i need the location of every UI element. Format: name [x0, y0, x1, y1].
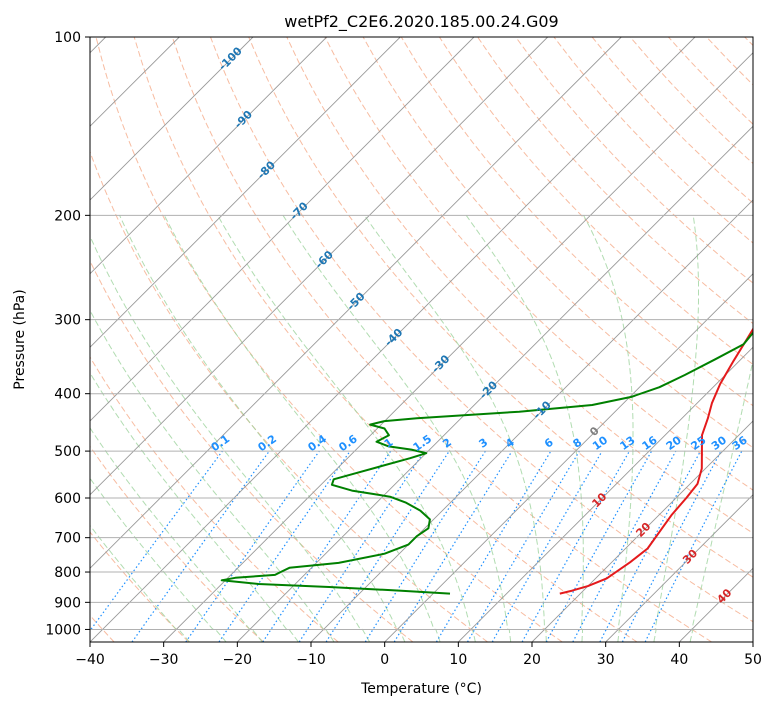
isotherm-line — [90, 37, 622, 569]
dry-adiabat-line — [90, 531, 190, 642]
dry-adiabat-line — [90, 356, 339, 642]
moist-adiabat-line — [364, 215, 547, 642]
isotherm-line — [90, 37, 475, 422]
moist-adiabat-line — [282, 215, 512, 642]
y-tick-label: 600 — [54, 491, 81, 507]
dry-adiabat-line — [248, 37, 753, 578]
isotherm-line — [90, 37, 328, 275]
moist-adiabat-line — [583, 215, 634, 642]
mixing-ratio-line — [90, 450, 223, 632]
mixing-ratio-line — [325, 450, 450, 642]
mixing-ratio-line — [298, 450, 425, 642]
x-axis-label: Temperature (°C) — [360, 681, 482, 697]
mixing-ratio-line — [393, 450, 513, 642]
x-tick-label: −10 — [296, 652, 326, 668]
y-axis-label: Pressure (hPa) — [12, 289, 28, 389]
x-tick-label: −40 — [75, 652, 105, 668]
mixing-ratio-line — [545, 450, 653, 642]
moist-adiabat-line — [163, 215, 441, 642]
x-tick-label: −30 — [149, 652, 179, 668]
isotherm-line — [90, 37, 254, 201]
dry-adiabat-line — [515, 37, 753, 284]
dry-adiabat-line — [90, 150, 488, 642]
mixing-ratio-line — [521, 450, 631, 642]
x-tick-label: 20 — [523, 652, 541, 668]
y-tick-label: 400 — [54, 387, 81, 403]
dewpoint-profile-line — [220, 331, 753, 595]
chart-title: wetPf2_C2E6.2020.185.00.24.G09 — [284, 12, 558, 32]
x-axis-ticks: −40 −30 −20 −10 0 10 20 30 40 50 — [75, 642, 762, 668]
plot-area — [90, 37, 753, 642]
mixing-ratio-line — [572, 450, 677, 642]
x-tick-label: 0 — [380, 652, 389, 668]
moist-adiabat-line — [90, 524, 190, 642]
y-tick-label: 700 — [54, 531, 81, 547]
mixing-ratio-line — [131, 450, 270, 642]
y-tick-label: 1000 — [45, 622, 81, 638]
y-tick-label: 900 — [54, 595, 81, 611]
isotherm-line — [163, 52, 753, 642]
moist-adiabat-line — [465, 215, 584, 642]
x-tick-label: 40 — [670, 652, 688, 668]
mixing-ratio-lines — [90, 450, 743, 642]
mixing-ratio-line — [218, 450, 351, 642]
dry-adiabat-line — [210, 37, 753, 623]
mixing-ratio-line — [644, 450, 743, 642]
y-tick-label: 500 — [54, 444, 81, 460]
isotherm-line — [90, 37, 696, 642]
y-tick-label: 100 — [54, 30, 81, 46]
x-tick-label: 10 — [449, 652, 467, 668]
moist-adiabat-line — [90, 477, 227, 642]
x-tick-label: −20 — [223, 652, 253, 668]
mixing-ratio-line — [262, 450, 392, 642]
moist-adiabat-line — [90, 235, 371, 642]
dry-adiabat-line — [171, 37, 712, 642]
moist-adiabat-line — [217, 215, 476, 642]
temperature-profile-line — [559, 327, 753, 595]
dry-adiabat-line — [133, 37, 638, 642]
y-axis-ticks: 100 200 300 400 500 600 700 800 900 1000 — [45, 30, 90, 638]
dry-adiabat-line — [90, 445, 264, 642]
dry-adiabat-line — [95, 37, 563, 642]
moist-adiabat-line — [90, 309, 335, 642]
x-tick-label: 30 — [597, 652, 615, 668]
y-tick-label: 800 — [54, 565, 81, 581]
y-tick-label: 300 — [54, 313, 81, 329]
moist-adiabat-line — [119, 215, 406, 642]
isotherm-line — [457, 346, 753, 642]
isotherm-line — [384, 273, 753, 642]
isotherm-line — [90, 37, 401, 348]
pressure-gridlines — [90, 37, 753, 630]
moist-adiabat-line — [689, 358, 753, 642]
moist-adiabat-line — [90, 427, 263, 642]
isotherm-line — [531, 420, 753, 642]
isotherm-line — [90, 37, 549, 496]
dry-adiabat-line — [400, 37, 753, 407]
isotherm-line — [605, 494, 753, 642]
dry-adiabat-line — [438, 37, 753, 366]
mixing-ratio-line — [185, 450, 320, 642]
x-tick-label: 50 — [744, 652, 762, 668]
isotherm-line — [236, 125, 753, 642]
sounding-profiles — [220, 327, 753, 595]
moist-adiabat-line — [90, 371, 299, 642]
plot-frame — [89, 36, 754, 643]
y-tick-label: 200 — [54, 208, 81, 224]
